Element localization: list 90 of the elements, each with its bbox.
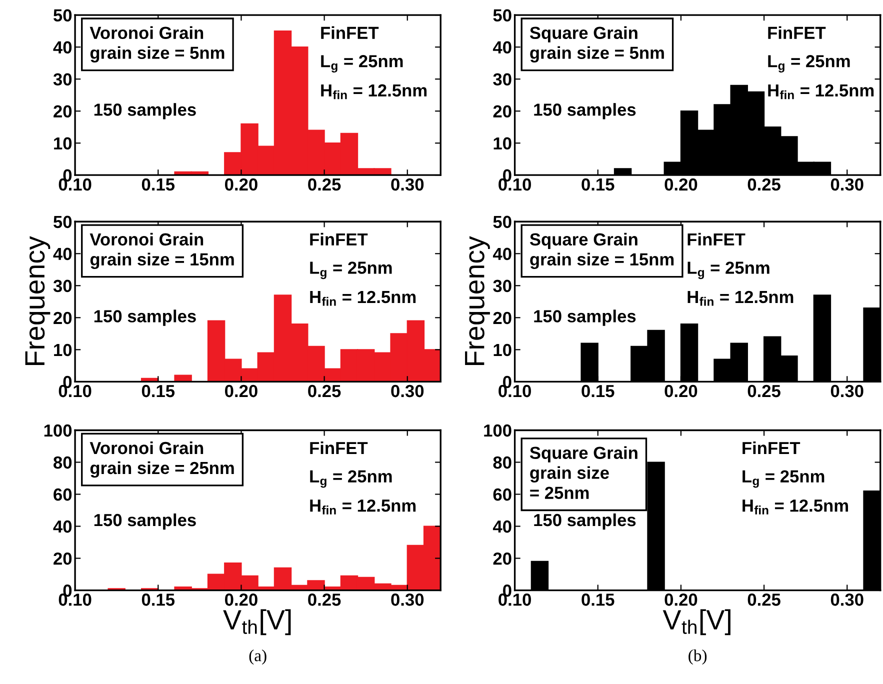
annotation: H$_{fin}$ = 12.5nm: [310, 290, 416, 306]
x-tick-label: 0.30: [391, 178, 424, 191]
text: (a): [249, 650, 266, 665]
y-tick-label: 20: [493, 552, 512, 565]
y-tick-label: 60: [54, 488, 72, 501]
x-tick-label: 0.25: [748, 178, 780, 191]
annotation: L$_{g}$ = 25nm: [768, 55, 850, 73]
y-tick-label: 30: [493, 280, 512, 292]
y-tick-label: 100: [484, 424, 512, 437]
text: (b): [688, 650, 707, 665]
x-tick-label: 0.25: [748, 384, 780, 398]
annotation: H$_{fin}$ = 12.5nm: [742, 499, 848, 514]
x-tick-label: 0.20: [664, 384, 698, 398]
x-tick-label: 0.30: [830, 178, 864, 191]
x-tick-label: 0.15: [582, 384, 614, 398]
x-tick-label: 0.25: [748, 594, 780, 606]
annotation: FinFET: [768, 26, 826, 39]
annotation: H$_{fin}$ = 12.5nm: [310, 499, 416, 514]
annotation: H$_{fin}$ = 12.5nm: [321, 84, 427, 100]
annotation: Square Grain grain size = 5nm: [530, 26, 664, 62]
x-tick-label: 0.20: [664, 594, 698, 606]
x-tick-label: 0.30: [391, 384, 424, 398]
annotation: FinFET: [742, 441, 800, 454]
y-tick-label: 40: [492, 248, 512, 260]
y-tick-label: 20: [54, 105, 72, 118]
x-tick-label: 0.30: [391, 594, 424, 606]
y-tick-label: 10: [54, 344, 72, 356]
y-tick-label: 50: [493, 216, 512, 228]
x-tick-label: 0.25: [308, 178, 341, 191]
annotation: L$_{g}$ = 25nm: [321, 55, 403, 73]
annotation: 150 samples: [94, 310, 196, 326]
x-tick-label: 0.20: [225, 384, 258, 398]
y-tick-label: 20: [54, 552, 72, 565]
x-tick-label: 0.25: [308, 384, 341, 398]
annotation: FinFET: [310, 441, 368, 454]
y-axis-title: Frequency: [465, 236, 490, 365]
x-axis-title: V$_{th}$[V]: [223, 609, 291, 636]
annotation: FinFET: [688, 232, 746, 246]
y-tick-label: 40: [492, 41, 512, 54]
y-tick-label: 80: [54, 456, 72, 469]
y-tick-label: 40: [53, 520, 72, 533]
y-tick-label: 40: [53, 248, 72, 260]
annotation: L$_{g}$ = 25nm: [688, 262, 770, 280]
x-tick-label: 0.15: [142, 594, 175, 606]
y-tick-label: 30: [493, 73, 512, 86]
y-tick-label: 50: [54, 216, 72, 228]
y-tick-label: 20: [493, 105, 512, 118]
y-tick-label: 10: [494, 137, 512, 150]
annotation: Voronoi Grain grain size = 25nm: [90, 441, 234, 478]
annotation: H$_{fin}$ = 12.5nm: [688, 290, 794, 306]
y-tick-label: 100: [44, 424, 72, 437]
annotation: 150 samples: [94, 513, 196, 530]
annotation: L$_{g}$ = 25nm: [310, 262, 392, 280]
y-tick-label: 50: [493, 9, 512, 22]
annotation: H$_{fin}$ = 12.5nm: [768, 84, 874, 100]
annotation: Square Grain grain size = 15nm: [530, 232, 674, 270]
annotation: L$_{g}$ = 25nm: [310, 470, 392, 488]
y-tick-label: 40: [53, 41, 72, 54]
annotation: FinFET: [310, 232, 368, 246]
y-tick-label: 20: [54, 312, 72, 324]
y-tick-label: 10: [494, 344, 512, 356]
annotation: 150 samples: [94, 103, 196, 120]
annotation: 150 samples: [534, 103, 636, 120]
y-tick-label: 20: [493, 312, 512, 324]
x-tick-label: 0.15: [582, 178, 614, 191]
x-tick-label: 0.30: [830, 384, 864, 398]
annotation: Voronoi Grain grain size = 5nm: [90, 26, 224, 62]
y-tick-label: 80: [493, 456, 512, 469]
annotation: 150 samples: [534, 513, 636, 530]
y-tick-label: 10: [54, 137, 72, 150]
annotation: L$_{g}$ = 25nm: [742, 470, 824, 488]
x-tick-label: 0.15: [142, 178, 175, 191]
x-tick-label: 0.15: [582, 594, 614, 606]
x-tick-label: 0.25: [308, 594, 341, 606]
x-tick-label: 0.15: [142, 384, 175, 398]
y-tick-label: 60: [493, 488, 512, 501]
x-tick-label: 0.20: [664, 178, 698, 191]
annotation: Square Grain grain size = 25nm: [530, 446, 638, 499]
x-tick-label: 0.20: [225, 594, 258, 606]
x-tick-label: 0.30: [830, 594, 864, 606]
y-tick-label: 30: [53, 73, 72, 86]
annotation: 150 samples: [534, 310, 636, 326]
annotation: Voronoi Grain grain size = 15nm: [90, 232, 234, 270]
x-tick-label: 0.20: [225, 178, 258, 191]
y-tick-label: 40: [492, 520, 512, 533]
y-tick-label: 30: [53, 280, 72, 292]
annotation: FinFET: [321, 26, 379, 39]
y-tick-label: 50: [54, 9, 72, 22]
x-axis-title: V$_{th}$[V]: [662, 609, 730, 636]
y-axis-title: Frequency: [25, 236, 50, 365]
